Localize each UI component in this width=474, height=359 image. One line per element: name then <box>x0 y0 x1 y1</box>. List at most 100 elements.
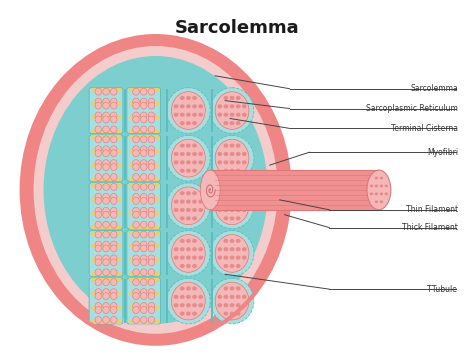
Bar <box>211 279 213 323</box>
Ellipse shape <box>95 307 101 313</box>
Bar <box>91 225 121 229</box>
Ellipse shape <box>172 187 205 225</box>
Ellipse shape <box>133 173 139 181</box>
Ellipse shape <box>103 245 109 252</box>
Ellipse shape <box>140 211 147 218</box>
Ellipse shape <box>103 293 109 299</box>
Bar <box>124 89 126 132</box>
Ellipse shape <box>230 160 235 164</box>
Ellipse shape <box>133 136 139 143</box>
Text: Sarcoplasmic Reticulum: Sarcoplasmic Reticulum <box>366 104 458 113</box>
Ellipse shape <box>218 208 222 212</box>
Ellipse shape <box>133 116 139 123</box>
Bar <box>129 244 159 248</box>
Bar <box>211 136 213 180</box>
Ellipse shape <box>103 259 109 266</box>
Ellipse shape <box>148 245 155 252</box>
Ellipse shape <box>186 247 191 251</box>
Ellipse shape <box>95 245 101 252</box>
Ellipse shape <box>201 170 220 210</box>
Ellipse shape <box>133 307 139 313</box>
Ellipse shape <box>148 160 155 167</box>
Ellipse shape <box>140 316 147 323</box>
Ellipse shape <box>174 152 179 156</box>
Ellipse shape <box>140 146 147 153</box>
Ellipse shape <box>224 104 228 108</box>
Ellipse shape <box>133 88 139 95</box>
Ellipse shape <box>180 247 184 251</box>
Ellipse shape <box>140 136 147 143</box>
Bar <box>91 183 121 187</box>
Ellipse shape <box>133 146 139 153</box>
Ellipse shape <box>95 231 101 238</box>
Ellipse shape <box>174 113 179 117</box>
Ellipse shape <box>110 207 117 214</box>
Ellipse shape <box>166 230 210 276</box>
Ellipse shape <box>133 98 139 105</box>
Ellipse shape <box>218 113 222 117</box>
Ellipse shape <box>110 126 117 133</box>
Ellipse shape <box>103 112 109 119</box>
Ellipse shape <box>215 234 249 272</box>
Bar <box>129 225 159 229</box>
Ellipse shape <box>133 241 139 248</box>
Ellipse shape <box>140 241 147 248</box>
Ellipse shape <box>110 150 117 157</box>
Ellipse shape <box>174 295 179 299</box>
Ellipse shape <box>192 160 197 164</box>
Ellipse shape <box>148 102 155 109</box>
Ellipse shape <box>95 98 101 105</box>
Ellipse shape <box>148 211 155 218</box>
Bar <box>91 320 121 324</box>
Ellipse shape <box>198 256 203 260</box>
Ellipse shape <box>133 197 139 204</box>
Ellipse shape <box>166 278 210 324</box>
Bar <box>129 272 159 276</box>
Bar <box>91 292 121 296</box>
Ellipse shape <box>95 88 101 95</box>
Ellipse shape <box>186 208 191 212</box>
Bar <box>91 197 121 201</box>
Ellipse shape <box>374 185 378 187</box>
Ellipse shape <box>242 113 246 117</box>
Ellipse shape <box>230 312 235 316</box>
Ellipse shape <box>186 312 191 316</box>
Ellipse shape <box>236 303 240 307</box>
Bar <box>129 149 159 153</box>
Ellipse shape <box>110 183 117 190</box>
Ellipse shape <box>110 164 117 171</box>
Ellipse shape <box>192 239 197 243</box>
Ellipse shape <box>210 230 254 276</box>
Bar <box>91 135 121 139</box>
Ellipse shape <box>148 194 155 200</box>
Ellipse shape <box>148 116 155 123</box>
Ellipse shape <box>140 126 147 133</box>
Ellipse shape <box>140 194 147 200</box>
Ellipse shape <box>95 173 101 181</box>
Ellipse shape <box>148 293 155 299</box>
Ellipse shape <box>236 264 240 268</box>
Bar <box>129 116 159 120</box>
Ellipse shape <box>224 160 228 164</box>
Ellipse shape <box>236 256 240 260</box>
Bar <box>211 89 213 132</box>
Ellipse shape <box>140 102 147 109</box>
Ellipse shape <box>148 164 155 171</box>
Ellipse shape <box>133 150 139 157</box>
Bar <box>91 116 121 120</box>
Ellipse shape <box>224 144 228 148</box>
Ellipse shape <box>103 183 109 190</box>
Ellipse shape <box>210 183 254 229</box>
Text: Thin Filament: Thin Filament <box>406 205 458 214</box>
Text: Sarcolemma: Sarcolemma <box>175 19 299 37</box>
Ellipse shape <box>192 295 197 299</box>
Bar <box>129 258 159 262</box>
Bar <box>165 89 167 132</box>
Ellipse shape <box>133 112 139 119</box>
Ellipse shape <box>230 96 235 100</box>
Ellipse shape <box>236 312 240 316</box>
Ellipse shape <box>95 289 101 295</box>
Ellipse shape <box>370 192 373 195</box>
Bar <box>165 232 167 275</box>
Ellipse shape <box>133 293 139 299</box>
